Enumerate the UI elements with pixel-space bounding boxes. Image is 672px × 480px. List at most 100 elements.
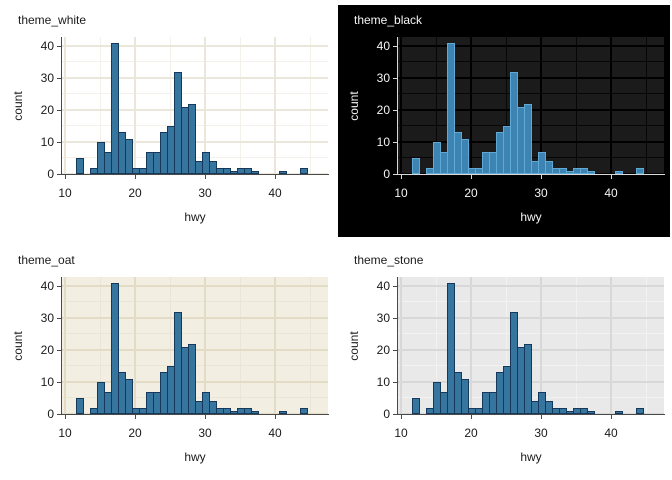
panel-title: theme_stone [354, 253, 424, 267]
y-axis-tick [57, 349, 61, 351]
histogram-theme-white: theme_white count hwy 0 10 20 30 40 10 20 30 40 [0, 0, 336, 240]
histogram-bar [635, 407, 644, 414]
histogram-bar [523, 343, 532, 414]
histogram-theme-black: theme_black count hwy 0 10 20 30 40 10 20 30 40 [336, 0, 672, 240]
x-axis-tick [471, 175, 472, 179]
y-axis-tick [393, 174, 397, 175]
gridline-major-vertical [470, 277, 472, 414]
gridline-major-vertical [400, 37, 402, 174]
gridline-minor-vertical [169, 277, 171, 414]
x-axis-tick [541, 415, 542, 419]
y-axis-tick [393, 45, 397, 47]
y-axis-tick-label: 30 [376, 70, 390, 85]
x-axis-tick [65, 415, 66, 419]
y-axis-tick-label: 0 [383, 167, 390, 181]
histogram-theme-stone: theme_stone count hwy 0 10 20 30 40 10 20 30 40 [336, 240, 672, 480]
gridline-major-vertical [134, 37, 136, 174]
gridline-major-horizontal [62, 285, 328, 287]
plot-panel [62, 37, 328, 174]
gridline-major-vertical [470, 37, 472, 174]
gridline-major-horizontal [62, 317, 328, 319]
y-axis-tick [57, 285, 61, 287]
gridline-minor-horizontal [398, 333, 664, 335]
histogram-theme-oat: theme_oat count hwy 0 10 20 30 40 10 20 30 40 [0, 240, 336, 480]
histogram-bar [446, 282, 455, 414]
y-axis-tick-label: 10 [40, 374, 54, 389]
x-axis-tick-label: 40 [604, 186, 618, 200]
histogram-bar [75, 397, 84, 414]
gridline-minor-vertical [99, 37, 101, 174]
x-axis-tick-label: 40 [268, 426, 282, 440]
gridline-major-vertical [204, 277, 206, 414]
y-axis-tick-label: 30 [376, 310, 390, 325]
gridline-minor-horizontal [398, 61, 664, 63]
histogram-bar [544, 161, 553, 174]
y-axis-tick-label: 40 [40, 278, 54, 293]
x-axis-label: hwy [520, 210, 542, 224]
gridline-minor-horizontal [398, 93, 664, 95]
x-axis-tick-label: 20 [464, 426, 478, 440]
x-axis-line [61, 414, 329, 415]
histogram-bar [208, 161, 217, 174]
x-axis-line [397, 174, 665, 175]
histogram-bar [558, 167, 567, 174]
histogram-bar [579, 167, 588, 174]
y-axis-tick-label: 0 [47, 407, 54, 421]
y-axis-line [397, 37, 398, 175]
x-axis-tick [205, 415, 206, 419]
gridline-minor-vertical [645, 277, 647, 414]
x-axis-line [397, 414, 665, 415]
y-axis-tick-label: 30 [40, 70, 54, 85]
gridline-minor-vertical [505, 37, 507, 174]
y-axis-tick-label: 40 [40, 38, 54, 53]
gridline-major-vertical [134, 277, 136, 414]
histogram-bar [243, 167, 252, 174]
histogram-bar [299, 167, 308, 174]
gridline-major-vertical [64, 277, 66, 414]
y-axis-line [61, 37, 62, 175]
gridline-major-horizontal [398, 44, 664, 47]
histogram-bar [110, 42, 119, 174]
y-axis-tick-label: 20 [376, 342, 390, 357]
gridline-major-horizontal [398, 76, 664, 79]
y-axis-tick-label: 30 [40, 310, 54, 325]
y-axis-tick [393, 317, 397, 319]
y-axis-tick [57, 381, 61, 383]
y-axis-tick-label: 0 [47, 167, 54, 181]
histogram-bar [579, 407, 588, 414]
histogram-bar [446, 42, 455, 174]
y-axis-tick [57, 414, 61, 415]
y-axis-tick-label: 40 [376, 278, 390, 293]
y-axis-tick [393, 109, 397, 111]
y-axis-line [61, 277, 62, 415]
gridline-minor-horizontal [62, 333, 328, 335]
histogram-bar [586, 170, 595, 174]
y-axis-tick [393, 414, 397, 415]
x-axis-tick-label: 30 [198, 186, 212, 200]
y-axis-tick [57, 45, 61, 47]
y-axis-tick [393, 349, 397, 351]
y-axis-tick-label: 10 [376, 134, 390, 149]
histogram-bar [243, 407, 252, 414]
x-axis-tick-label: 30 [534, 426, 548, 440]
plot-panel [62, 277, 328, 414]
gridline-major-horizontal [62, 45, 328, 47]
histogram-bar [222, 407, 231, 414]
y-axis-tick [57, 77, 61, 79]
x-axis-tick-label: 40 [604, 426, 618, 440]
gridline-minor-vertical [169, 37, 171, 174]
y-axis-tick [393, 77, 397, 79]
gridline-major-vertical [274, 277, 276, 414]
histogram-bar [208, 401, 217, 414]
y-axis-tick [393, 285, 397, 287]
x-axis-tick [275, 415, 276, 419]
y-axis-tick-label: 20 [40, 342, 54, 357]
histogram-bar [187, 343, 196, 414]
histogram-bar [124, 138, 133, 174]
histogram-bar [558, 407, 567, 414]
gridline-major-horizontal [62, 77, 328, 79]
gridline-minor-vertical [645, 37, 647, 174]
y-axis-tick [57, 174, 61, 175]
panel-title: theme_oat [18, 253, 75, 267]
histogram-bar [75, 157, 84, 174]
